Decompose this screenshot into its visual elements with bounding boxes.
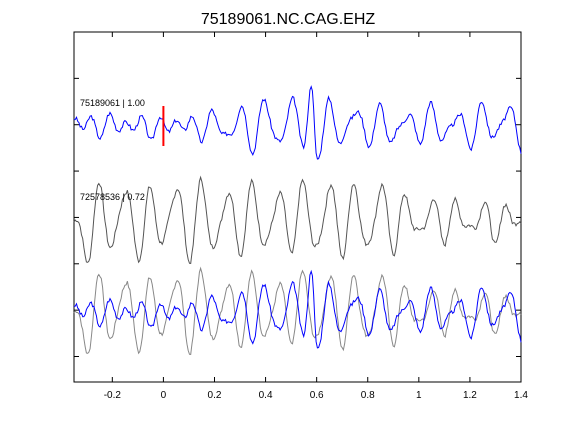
y-axis-ticks (74, 77, 521, 358)
x-tick-label: 0.2 (208, 390, 222, 401)
trace-label-secondary: 72578536 | 0.72 (80, 192, 145, 202)
trace-label-primary: 75189061 | 1.00 (80, 98, 145, 108)
plot-frame (73, 31, 522, 383)
overlay-primary (73, 269, 522, 349)
traces-group (73, 85, 522, 355)
trace-primary (73, 85, 522, 160)
x-axis: -0.2 0 0.2 0.4 0.6 0.8 1 1.2 1.4 (104, 32, 528, 401)
x-tick-label: 0.4 (259, 390, 273, 401)
x-tick-label: 0.8 (361, 390, 375, 401)
x-tick-label: 1 (416, 390, 422, 401)
x-tick-label: -0.2 (104, 390, 122, 401)
trace-secondary (73, 175, 522, 264)
chart-title: 75189061.NC.CAG.EHZ (201, 11, 376, 28)
x-tick-label: 0 (161, 390, 167, 401)
trace-labels: 75189061 | 1.00 72578536 | 0.72 (80, 98, 145, 202)
x-tick-label: 0.6 (310, 390, 324, 401)
x-tick-label: 1.2 (463, 390, 477, 401)
x-tick-label: 1.4 (514, 390, 528, 401)
